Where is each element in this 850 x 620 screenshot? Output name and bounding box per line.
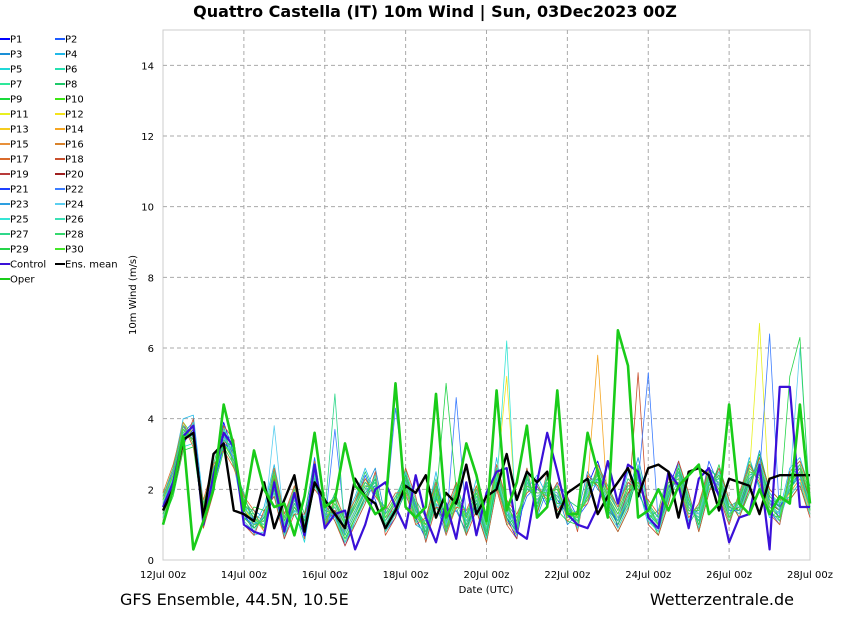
legend-label: P16: [65, 140, 84, 151]
legend-label: Control: [10, 260, 46, 271]
legend-label: P24: [65, 200, 84, 211]
series-line-p30: [162, 428, 811, 533]
y-tick-label: 6: [148, 344, 154, 355]
legend-label: P4: [65, 50, 77, 61]
y-tick-label: 14: [141, 61, 154, 72]
legend-label: P8: [65, 80, 77, 91]
legend-label: P5: [10, 65, 22, 76]
x-tick-label: 20Jul 00z: [464, 570, 510, 581]
legend-label: P28: [65, 230, 84, 241]
chart-title: Quattro Castella (IT) 10m Wind | Sun, 03…: [193, 2, 677, 22]
x-tick-label: 26Jul 00z: [706, 570, 752, 581]
legend-label: P18: [65, 155, 84, 166]
y-tick-label: 0: [148, 556, 154, 567]
footer-source: GFS Ensemble, 44.5N, 10.5E: [120, 590, 349, 609]
legend-label: P30: [65, 245, 84, 256]
x-tick-label: 22Jul 00z: [544, 570, 590, 581]
legend-label: P12: [65, 110, 84, 121]
legend-label: P21: [10, 185, 29, 196]
y-tick-label: 10: [141, 203, 154, 214]
x-tick-label: 14Jul 00z: [221, 570, 267, 581]
legend-label: P14: [65, 125, 84, 136]
legend-label: P20: [65, 170, 84, 181]
legend-label: Ens. mean: [65, 260, 118, 271]
series-line-oper: [161, 328, 812, 551]
footer-site: Wetterzentrale.de: [650, 590, 794, 609]
series-lines: [161, 322, 812, 551]
y-tick-label: 2: [148, 485, 154, 496]
legend-label: P9: [10, 95, 22, 106]
legend-label: P1: [10, 35, 22, 46]
legend-label: P3: [10, 50, 22, 61]
legend-label: P23: [10, 200, 29, 211]
x-axis-label: Date (UTC): [459, 585, 514, 596]
x-axis-ticks: 12Jul 00z 14Jul 00z 16Jul 00z 18Jul 00z 20Ju…: [140, 570, 833, 581]
legend-label: P10: [65, 95, 84, 106]
legend-label: P19: [10, 170, 29, 181]
legend-label: P2: [65, 35, 77, 46]
legend-label: P11: [10, 110, 29, 121]
legend-label: P27: [10, 230, 29, 241]
legend-label: P26: [65, 215, 84, 226]
y-tick-label: 12: [141, 132, 154, 143]
x-tick-label: 16Jul 00z: [302, 570, 348, 581]
legend-label: P7: [10, 80, 22, 91]
y-axis-ticks: 0 2 4 6 8 10 12 14: [141, 61, 154, 567]
y-axis-label: 10m Wind (m/s): [128, 255, 139, 335]
legend-label: P15: [10, 140, 29, 151]
legend-label: P6: [65, 65, 77, 76]
legend: P1 P2 P3 P4 P5 P6 P7 P8 P9 P10 P11 P12 P13 P14 P15 P16 P…: [0, 35, 118, 286]
legend-label: P29: [10, 245, 29, 256]
series-line-ens-mean: [161, 431, 810, 533]
y-tick-label: 4: [148, 415, 154, 426]
x-tick-label: 24Jul 00z: [625, 570, 671, 581]
x-tick-label: 18Jul 00z: [383, 570, 429, 581]
y-tick-label: 8: [148, 273, 154, 284]
legend-label: P17: [10, 155, 29, 166]
legend-label: Oper: [10, 275, 35, 286]
legend-label: P25: [10, 215, 29, 226]
legend-label: P22: [65, 185, 84, 196]
x-tick-label: 12Jul 00z: [140, 570, 186, 581]
legend-label: P13: [10, 125, 29, 136]
x-tick-label: 28Jul 00z: [787, 570, 833, 581]
